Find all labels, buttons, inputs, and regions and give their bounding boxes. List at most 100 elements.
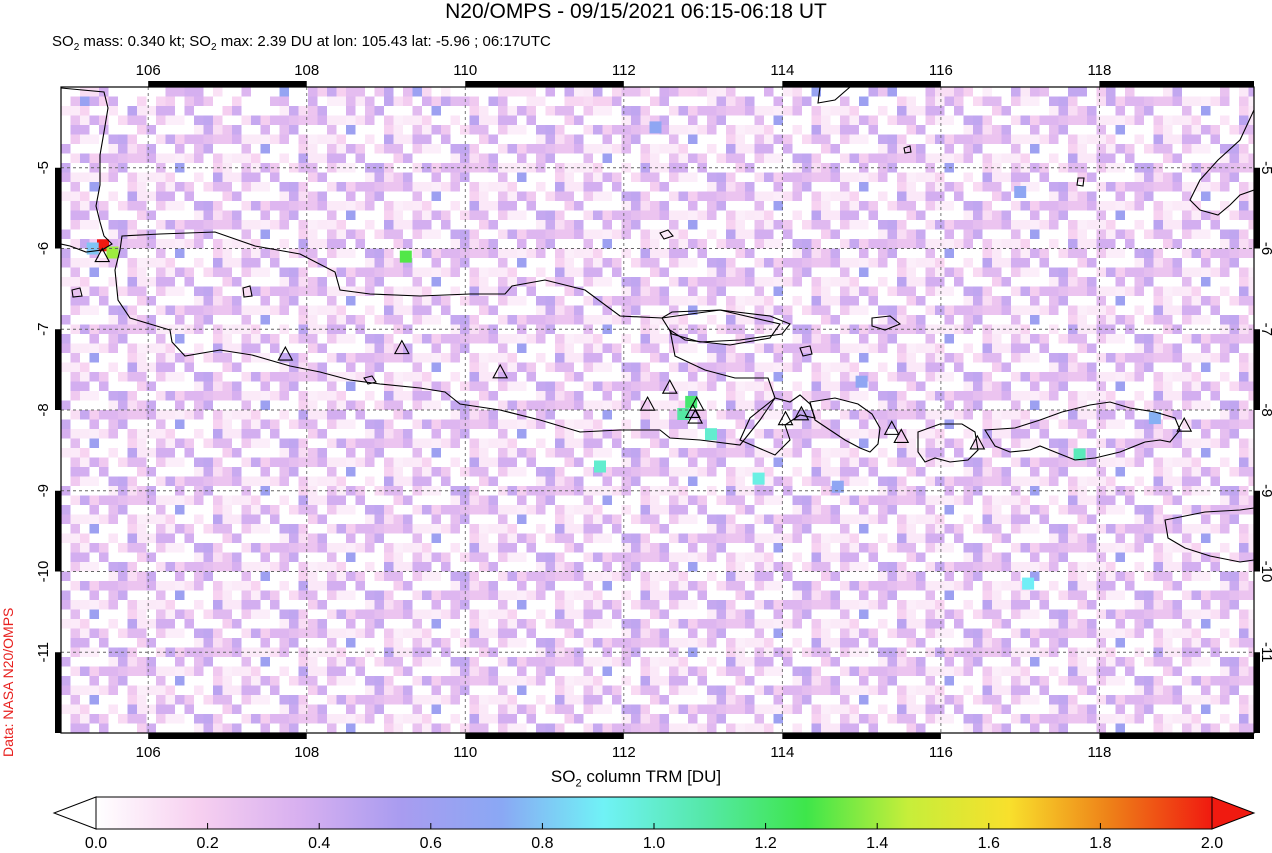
frame-bar <box>782 81 941 87</box>
so2-pixel <box>165 685 175 695</box>
so2-pixel <box>80 628 90 638</box>
so2-pixel <box>526 628 536 638</box>
so2-pixel <box>346 438 356 448</box>
so2-pixel <box>659 115 669 125</box>
so2-pixel <box>602 410 612 420</box>
so2-pixel <box>1068 695 1078 705</box>
so2-pixel <box>70 115 80 125</box>
so2-pixel <box>954 448 964 458</box>
so2-pixel <box>1248 495 1254 505</box>
so2-pixel <box>412 353 432 363</box>
lat-tick-label-right: -7 <box>1258 323 1272 336</box>
so2-pixel <box>1210 638 1220 648</box>
subtitle-max-subscript: 2 <box>210 42 217 53</box>
so2-pixel <box>792 267 802 277</box>
so2-pixel <box>479 134 489 144</box>
so2-pixel <box>1134 248 1144 258</box>
so2-pixel <box>726 533 745 543</box>
so2-pixel <box>393 495 403 505</box>
so2-pixel <box>194 144 204 154</box>
so2-pixel <box>1153 134 1163 144</box>
so2-pixel <box>1039 676 1049 686</box>
so2-pixel <box>906 267 916 277</box>
so2-pixel <box>669 552 688 562</box>
so2-pixel <box>412 305 432 315</box>
so2-pixel <box>450 524 460 534</box>
so2-pixel <box>707 695 717 705</box>
so2-pixel <box>507 448 517 458</box>
so2-pixel <box>1106 305 1116 315</box>
so2-pixel <box>1068 220 1078 230</box>
so2-pixel <box>355 695 375 705</box>
so2-pixel <box>887 666 897 676</box>
so2-pixel <box>659 144 669 154</box>
so2-pixel <box>716 695 726 705</box>
so2-pixel <box>222 685 242 695</box>
so2-pixel <box>1163 115 1173 125</box>
so2-pixel <box>241 334 251 344</box>
so2-pixel <box>631 543 641 553</box>
lat-tick-label-left: -5 <box>35 161 52 174</box>
so2-pixel <box>811 581 821 591</box>
so2-pixel <box>830 657 840 667</box>
so2-pixel <box>1115 315 1125 325</box>
so2-pixel <box>583 704 593 714</box>
so2-pixel <box>346 144 356 154</box>
so2-pixel <box>840 685 859 695</box>
so2-pixel <box>1068 353 1078 363</box>
so2-pixel <box>1001 153 1011 163</box>
so2-pixel <box>1106 163 1125 173</box>
so2-pixel <box>545 305 555 315</box>
so2-pixel <box>840 495 850 505</box>
so2-pixel <box>773 134 783 144</box>
so2-pixel <box>156 495 175 505</box>
so2-pixel <box>127 229 137 239</box>
so2-pixel <box>1096 315 1106 325</box>
so2-pixel <box>517 581 527 591</box>
so2-pixel <box>127 543 147 553</box>
so2-pixel <box>279 87 289 97</box>
so2-pixel <box>298 305 308 315</box>
so2-pixel <box>536 676 546 686</box>
so2-pixel <box>1201 600 1211 610</box>
so2-pixel <box>374 172 384 182</box>
so2-pixel <box>393 467 403 477</box>
so2-pixel <box>545 87 555 97</box>
so2-pixel <box>583 277 593 287</box>
so2-pixel <box>498 448 508 458</box>
so2-pixel <box>1144 362 1154 372</box>
so2-pixel <box>127 315 137 325</box>
so2-pixel <box>355 239 365 249</box>
so2-pixel <box>574 315 584 325</box>
so2-pixel <box>954 695 964 705</box>
so2-pixel <box>108 448 118 458</box>
so2-pixel <box>1182 486 1192 496</box>
so2-pixel <box>1220 115 1230 125</box>
so2-pixel <box>868 638 878 648</box>
so2-pixel <box>640 87 650 97</box>
so2-pixel <box>963 514 973 524</box>
so2-pixel <box>878 448 888 458</box>
so2-pixel <box>165 628 185 638</box>
so2-pixel <box>1153 695 1173 705</box>
so2-pixel <box>887 144 897 154</box>
so2-pixel <box>802 258 812 268</box>
so2-pixel <box>973 638 983 648</box>
so2-pixel <box>792 296 802 306</box>
so2-pixel <box>1134 562 1144 572</box>
so2-pixel <box>650 239 660 249</box>
so2-pixel <box>260 201 270 211</box>
so2-pixel <box>213 258 223 268</box>
so2-pixel <box>707 201 717 211</box>
so2-pixel <box>450 600 460 610</box>
so2-pixel <box>365 533 375 543</box>
so2-pixel <box>89 372 99 382</box>
so2-pixel <box>137 296 147 306</box>
so2-pixel <box>507 277 517 287</box>
so2-pixel <box>99 467 109 477</box>
so2-pixel <box>745 96 755 106</box>
so2-pixel <box>346 96 356 106</box>
so2-pixel <box>602 581 612 591</box>
so2-pixel <box>707 400 717 410</box>
so2-pixel <box>412 619 422 629</box>
